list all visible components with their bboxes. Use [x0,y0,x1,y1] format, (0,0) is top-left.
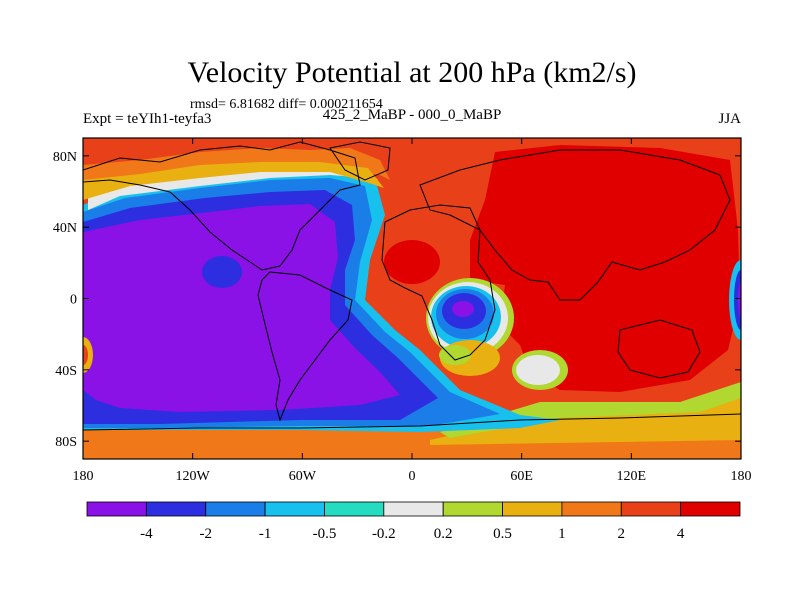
experiment-label: Expt = teYIh1-teyfa3 [83,111,211,127]
colorbar-level-label: -2 [199,526,212,542]
season-label: JJA [718,111,741,127]
africa-low-purple [452,301,474,317]
colorbar-swatch [145,501,207,517]
neg-inner-blue-core [202,256,242,288]
colorbar: -4 -2 -1 -0.5 -0.2 0.2 0.5 1 2 4 [86,501,741,542]
x-tick-label: 0 [409,469,416,484]
colorbar-level-label: 2 [618,526,626,542]
colorbar-swatch [383,501,444,517]
colorbar-level-label: 1 [558,526,566,542]
y-tick-label: 80S [55,435,77,450]
coastlines [83,141,741,431]
colorbar-level-label: -1 [259,526,272,542]
colorbar-swatch [324,501,385,517]
west-edge-high-core [83,345,88,365]
x-tick-label: 60E [510,469,533,484]
x-tick-label: 180 [73,469,94,484]
asia-high-core [470,145,740,392]
stats-label: rmsd= 6.81682 diff= 0.000211654 [190,97,383,112]
colorbar-level-label: 4 [677,526,685,542]
colorbar-swatch [680,501,741,517]
y-tick-label: 40N [53,221,77,236]
colorbar-swatch [264,501,325,517]
colorbar-level-label: 0.2 [434,526,453,542]
y-tick-label: 40S [55,364,77,379]
x-tick-label: 180 [731,469,752,484]
period-diff-label: 425_2_MaBP - 000_0_MaBP [323,107,502,123]
colorbar-swatch [502,501,563,517]
colorbar-swatch [86,501,147,517]
s-atlantic-green [439,345,471,365]
neg-contour-purple [83,204,400,412]
east-edge-low-blue [734,270,741,330]
x-tick-label: 120W [176,469,211,484]
colorbar-swatch [205,501,266,517]
x-axis: 180 120W 60W 0 60E 120E 180 [73,138,752,484]
chart-title: Velocity Potential at 200 hPa (km2/s) [187,56,636,89]
colorbar-level-label: -4 [140,526,153,542]
x-tick-label: 120E [617,469,647,484]
colorbar-swatch [620,501,682,517]
x-tick-label: 60W [289,469,317,484]
colorbar-swatch [561,501,622,517]
transition-yellow [430,390,741,445]
y-tick-label: 0 [70,293,77,308]
velocity-potential-field [83,138,741,459]
east-edge-low-purple [738,282,741,318]
n-africa-high-core [384,240,440,284]
colorbar-level-label: -0.5 [313,526,337,542]
colorbar-swatch [442,501,503,517]
y-axis: 80N 40N 0 40S 80S [53,150,741,450]
north-yellow-band [83,162,384,200]
colorbar-level-label: -0.2 [372,526,396,542]
colorbar-level-label: 0.5 [493,526,512,542]
s-indian-tongue-lightgray [516,355,560,385]
y-tick-label: 80N [53,150,77,165]
